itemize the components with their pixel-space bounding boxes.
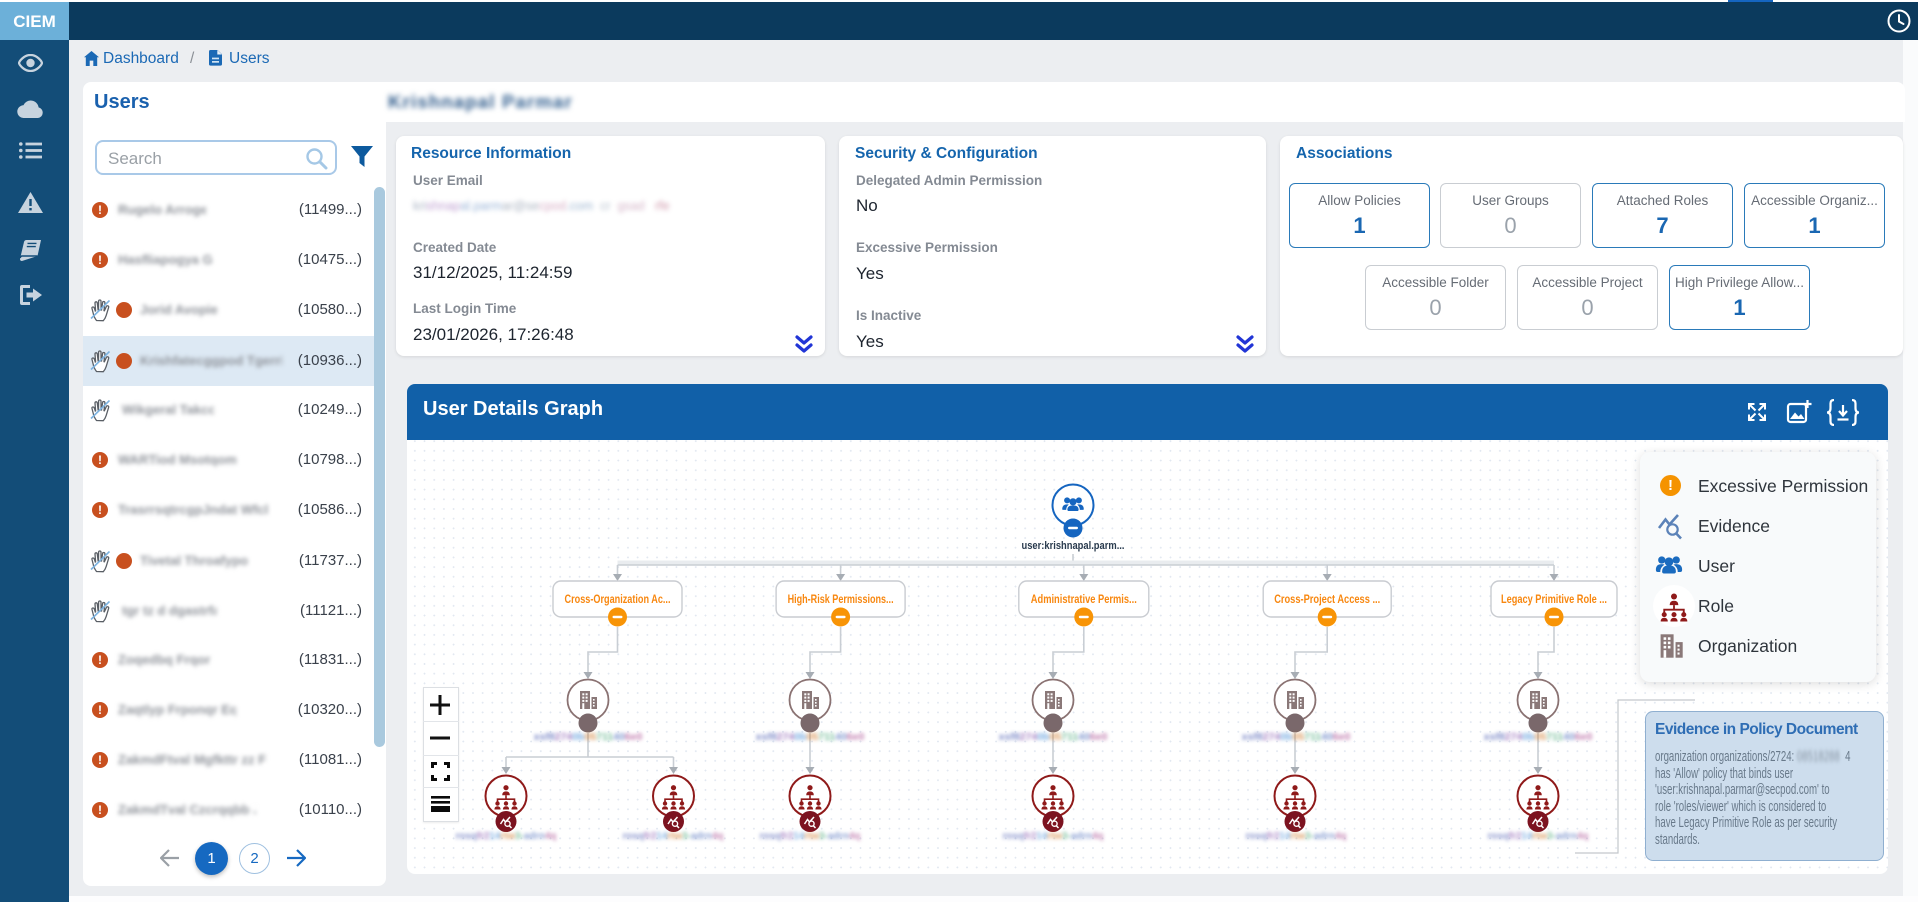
svg-text:Administrative Permis...: Administrative Permis... xyxy=(1031,594,1137,606)
svg-text:Cross-Project Access ...: Cross-Project Access ... xyxy=(1274,594,1380,606)
svg-text:Legacy Primitive Role ...: Legacy Primitive Role ... xyxy=(1501,594,1607,606)
svg-text:Cross-Organization Ac...: Cross-Organization Ac... xyxy=(565,594,671,606)
svg-text:High-Risk Permissions...: High-Risk Permissions... xyxy=(788,594,894,606)
svg-text:user:krishnapal.parm...: user:krishnapal.parm... xyxy=(1022,540,1125,552)
